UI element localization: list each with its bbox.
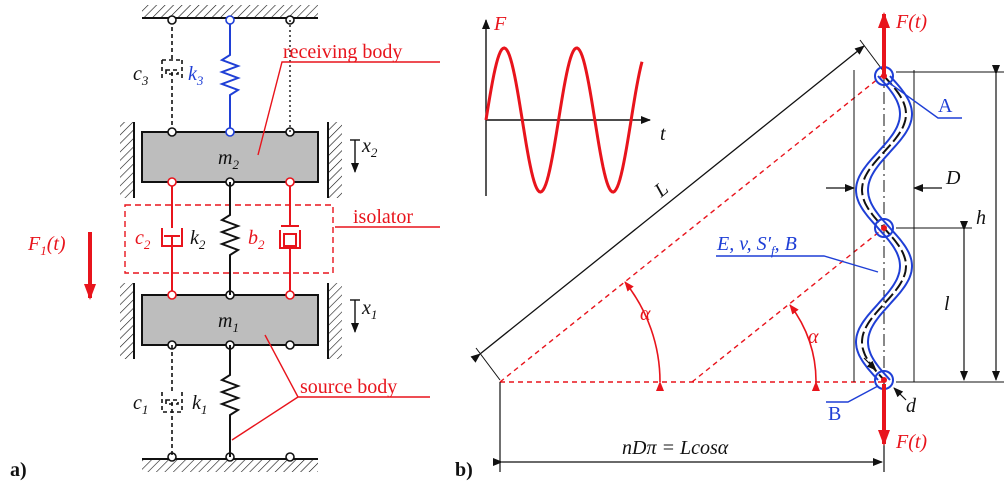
label-receiving-body: receiving body (283, 41, 402, 63)
label-isolator: isolator (353, 206, 413, 228)
leader-material (716, 255, 879, 273)
helix-wire-outer-a (854, 75, 902, 381)
inerter-b2 (279, 182, 301, 295)
joints-top (167, 15, 295, 462)
helix-wire-outer-b (866, 75, 914, 381)
spring-k1 (219, 345, 241, 457)
label-b2: b2 (248, 227, 265, 252)
side-guides (120, 122, 342, 359)
leader-A (887, 81, 962, 119)
graph-x-label: t (660, 123, 666, 145)
force-graph: F t (482, 13, 666, 196)
graph-y-label: F (493, 13, 507, 35)
leader-lines-a (231, 61, 440, 441)
label-A: A (938, 95, 953, 117)
label-d: d (906, 395, 917, 417)
label-force-f1: F1(t) (27, 233, 66, 258)
displacement-x2 (350, 139, 360, 173)
damper-c1 (161, 345, 183, 457)
alpha-label-2: α (808, 326, 819, 348)
damper-c3 (161, 20, 183, 130)
panel-b: F t α α L (455, 11, 1004, 481)
label-c2: c2 (135, 227, 151, 252)
angle-arc-1 (624, 281, 664, 392)
label-m2: m2 (218, 147, 239, 172)
damper-c2 (161, 182, 183, 295)
label-k3: k3 (188, 63, 204, 88)
label-c1: c1 (133, 392, 148, 417)
label-D: D (945, 167, 961, 189)
dimension-D: D (826, 167, 961, 192)
label-force-top: F(t) (895, 11, 927, 33)
helix-node-dots (881, 73, 887, 383)
label-m1: m1 (218, 310, 239, 335)
dimension-L: L (470, 39, 885, 381)
label-k2: k2 (190, 227, 206, 252)
spring-k2 (219, 182, 241, 295)
top-wall-hatch (142, 5, 318, 17)
label-material: E, v, S′f, B (716, 233, 797, 258)
label-force-bottom: F(t) (895, 431, 927, 453)
label-L: L (649, 178, 672, 203)
label-source-body: source body (300, 376, 397, 398)
alpha-label-1: α (640, 303, 651, 325)
label-h: h (976, 207, 986, 229)
label-k1: k1 (192, 392, 207, 417)
joints-isolator (167, 177, 295, 300)
dimension-h: h (896, 65, 1004, 383)
label-formula: nDπ = Lcosα (622, 437, 729, 459)
panel-a-tag: a) (10, 459, 27, 481)
displacement-x1 (350, 299, 360, 333)
label-c3: c3 (133, 63, 149, 88)
panel-b-tag: b) (455, 459, 473, 481)
label-B: B (828, 403, 841, 425)
label-l: l (944, 293, 950, 315)
bottom-wall-hatch (142, 460, 318, 472)
leader-B (826, 385, 879, 403)
spring-k3 (219, 20, 241, 130)
label-x1: x1 (361, 297, 377, 322)
dimension-l: l (896, 221, 972, 381)
panel-a: receiving body isolator source body m2 m… (10, 5, 440, 481)
dimension-d: d (863, 357, 917, 417)
label-x2: x2 (361, 135, 378, 160)
